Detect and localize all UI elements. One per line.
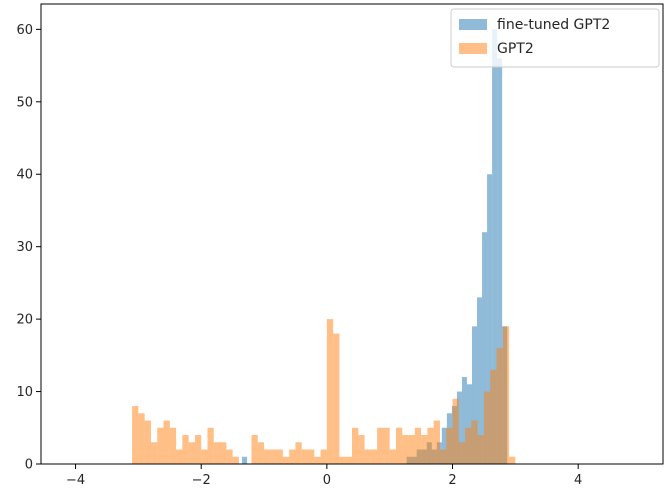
histogram-bar xyxy=(370,449,378,464)
histogram-bar xyxy=(352,427,359,464)
histogram-bar xyxy=(289,449,296,464)
x-tick-label: −2 xyxy=(192,473,211,488)
histogram-bar xyxy=(482,232,488,464)
histogram-bar xyxy=(364,449,371,464)
histogram-bar xyxy=(320,449,327,464)
histogram-bar xyxy=(264,449,271,464)
plot-background xyxy=(41,4,663,464)
histogram-bar xyxy=(358,435,365,464)
histogram-bar xyxy=(150,442,158,464)
legend-swatch xyxy=(459,19,487,30)
histogram-bar xyxy=(226,449,233,464)
histogram-bar xyxy=(326,319,334,464)
histogram-bar xyxy=(502,326,510,464)
histogram-bar xyxy=(157,427,164,464)
y-axis: 0 10 20 30 40 50 60 xyxy=(16,23,41,473)
histogram-bar xyxy=(251,435,258,464)
histogram-bar xyxy=(345,456,352,464)
x-tick-label: 2 xyxy=(448,473,456,488)
y-tick-label: 0 xyxy=(25,458,33,473)
histogram-bar xyxy=(182,435,189,464)
histogram-bar xyxy=(465,427,472,464)
histogram-bar xyxy=(487,174,493,465)
histogram-bar xyxy=(176,449,183,464)
histogram-bar xyxy=(395,427,403,464)
histogram-bar xyxy=(132,406,139,464)
histogram-bar xyxy=(257,442,265,464)
histogram-bar xyxy=(163,420,170,464)
y-tick-label: 40 xyxy=(16,168,33,183)
series-1 xyxy=(132,319,516,464)
histogram-bar xyxy=(441,427,447,464)
histogram-bar xyxy=(242,456,248,464)
histogram-bar xyxy=(339,456,346,464)
histogram-bar xyxy=(169,427,177,464)
histogram-bar xyxy=(461,377,467,464)
histogram-bar xyxy=(308,449,315,464)
histogram-bar xyxy=(472,326,478,464)
histogram-bar xyxy=(188,442,195,464)
histogram-bar xyxy=(220,442,227,464)
legend-box xyxy=(450,8,660,68)
histogram-bar xyxy=(301,449,309,464)
y-tick-label: 30 xyxy=(16,240,33,255)
histogram-bar xyxy=(497,58,503,464)
histogram-bar xyxy=(471,420,478,464)
histogram-bar xyxy=(439,449,447,464)
histogram-bar xyxy=(314,456,321,464)
histogram-bar xyxy=(408,435,415,464)
histogram-bar xyxy=(496,348,503,464)
histogram-bar xyxy=(201,449,208,464)
histogram-bar xyxy=(213,442,221,464)
legend-swatch xyxy=(459,43,487,54)
histogram-bar xyxy=(414,427,422,464)
histogram-bar xyxy=(333,333,340,464)
plot-frame xyxy=(40,3,664,465)
histogram-bar xyxy=(446,427,453,464)
histogram-bar xyxy=(232,456,239,464)
histogram-bar xyxy=(458,442,466,464)
histogram-bar xyxy=(509,456,516,464)
y-tick-label: 50 xyxy=(16,95,33,110)
histogram-bar xyxy=(270,449,277,464)
histogram-bar xyxy=(421,435,428,464)
histogram-bar xyxy=(389,449,396,464)
histogram-bar xyxy=(492,29,498,464)
histogram-bar xyxy=(144,420,151,464)
histogram-bar xyxy=(402,435,409,464)
x-axis: −4 −2 0 2 4 xyxy=(66,464,582,488)
histogram-bar xyxy=(383,427,390,464)
legend: fine-tuned GPT2 GPT2 xyxy=(450,8,660,68)
y-tick-label: 60 xyxy=(16,23,33,38)
histogram-bar xyxy=(466,384,473,464)
histogram-bar xyxy=(483,391,491,464)
x-tick-label: 4 xyxy=(574,473,582,488)
y-tick-label: 10 xyxy=(16,385,33,400)
bars-layer xyxy=(132,29,516,465)
histogram-bar xyxy=(194,435,202,464)
histogram-bar xyxy=(295,442,302,464)
histogram-bar xyxy=(138,413,145,464)
histogram-bar xyxy=(282,456,290,464)
histogram-bar xyxy=(452,398,459,464)
histogram-bar xyxy=(477,297,483,464)
y-tick-label: 20 xyxy=(16,313,33,328)
histogram-bar xyxy=(456,391,462,464)
legend-label: GPT2 xyxy=(497,41,534,57)
histogram-bar xyxy=(427,427,434,464)
histogram-bar xyxy=(207,427,214,464)
histogram-bar xyxy=(433,420,440,464)
x-tick-label: 0 xyxy=(323,473,331,488)
legend-label: fine-tuned GPT2 xyxy=(497,17,610,33)
histogram-bar xyxy=(477,435,484,464)
x-tick-label: −4 xyxy=(66,473,85,488)
histogram-bar xyxy=(276,449,283,464)
histogram-bar xyxy=(377,427,384,464)
histogram-bar xyxy=(490,369,497,464)
